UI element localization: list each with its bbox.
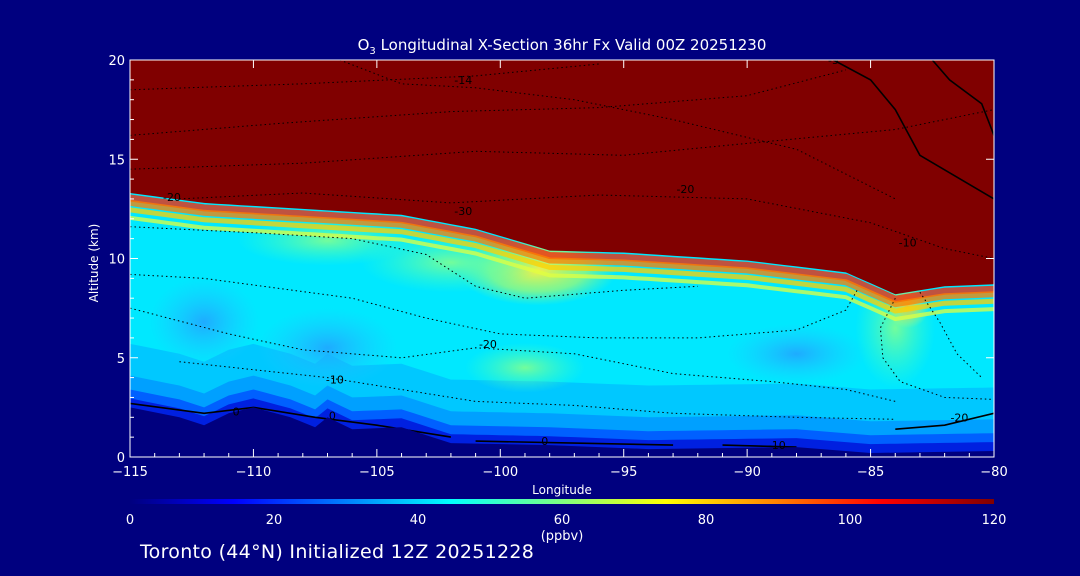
ozone-feature-7 [257, 307, 398, 388]
x-tick-label: −90 [733, 465, 760, 480]
contour-minus20-right [895, 412, 994, 430]
contour-label: 0 [233, 405, 240, 418]
tropopause-edge-2 [130, 207, 994, 314]
contour-label: -10 [768, 439, 786, 452]
x-tick-label: −80 [980, 465, 1007, 480]
colorbar-tick-label: 80 [698, 513, 715, 528]
ozone-feature-6 [149, 277, 260, 368]
contour-strat-solid-2 [931, 60, 994, 136]
colorbar [130, 499, 994, 504]
colorbar-tick-label: 40 [410, 513, 427, 528]
plot-area: -20 -30 -20 -10 -14 -5 -20 -10 0 0 0 -10 -20 [130, 54, 994, 457]
y-tick-label: 20 [108, 54, 125, 69]
x-tick-label: −110 [236, 465, 272, 480]
y-tick-label: 10 [108, 253, 125, 268]
contour-label: 0 [329, 409, 336, 422]
contour-label: -20 [676, 183, 694, 196]
contour-label: -30 [454, 205, 472, 218]
contour-minus10 [722, 444, 797, 448]
contour-label: -20 [479, 338, 497, 351]
contour-strato-1 [130, 63, 600, 91]
tropopause-edge-0 [130, 194, 994, 303]
tropopause-edge-3 [130, 215, 994, 322]
x-tick-label: −115 [112, 465, 148, 480]
colorbar-tick-label: 20 [266, 513, 283, 528]
colorbar-tick-label: 120 [982, 513, 1007, 528]
contour-tropo-4 [179, 361, 896, 420]
ozone-feature-8 [464, 342, 585, 393]
y-tick-label: 5 [117, 352, 125, 367]
x-tick-label: −105 [359, 465, 395, 480]
contour-tropo-3 [130, 307, 896, 402]
contour-label: -10 [326, 374, 344, 387]
ozone-feature-5 [726, 323, 867, 384]
colorbar-tick-label: 100 [838, 513, 863, 528]
x-tick-label: −100 [482, 465, 518, 480]
contour-zero-left [130, 402, 452, 438]
contour-tropo-1 [130, 226, 698, 299]
y-tick-label: 0 [117, 451, 125, 466]
tropopause-edge-1 [130, 199, 994, 308]
footer-initialization-text: Toronto (44°N) Initialized 12Z 20251228 [140, 541, 535, 563]
chart-title: O3 Longitudinal X-Section 36hr Fx Valid … [358, 36, 767, 57]
contour-label: -10 [899, 237, 917, 250]
contour-strato-2 [130, 69, 847, 136]
contour-tropo-5 [879, 297, 994, 400]
x-tick-label: −85 [857, 465, 884, 480]
y-tick-label: 15 [108, 153, 125, 168]
contour-label: 0 [541, 435, 548, 448]
x-tick-label: −95 [610, 465, 637, 480]
colorbar-tick-label: 0 [126, 513, 134, 528]
contour-zero-mid [475, 440, 674, 446]
colorbar-tick-label: 60 [554, 513, 571, 528]
terrain [130, 407, 994, 457]
colorbar-unit-label: (ppbv) [541, 529, 584, 544]
contour-strat-solid-1 [833, 60, 994, 200]
contour-label: -20 [950, 411, 968, 424]
contour-label: -14 [454, 74, 472, 87]
x-axis-label: Longitude [532, 483, 592, 497]
contour-label: -20 [163, 191, 181, 204]
y-axis-label: Altitude (km) [87, 224, 101, 303]
contour-strato-5 [339, 60, 896, 200]
contour-label: -5 [828, 54, 839, 67]
